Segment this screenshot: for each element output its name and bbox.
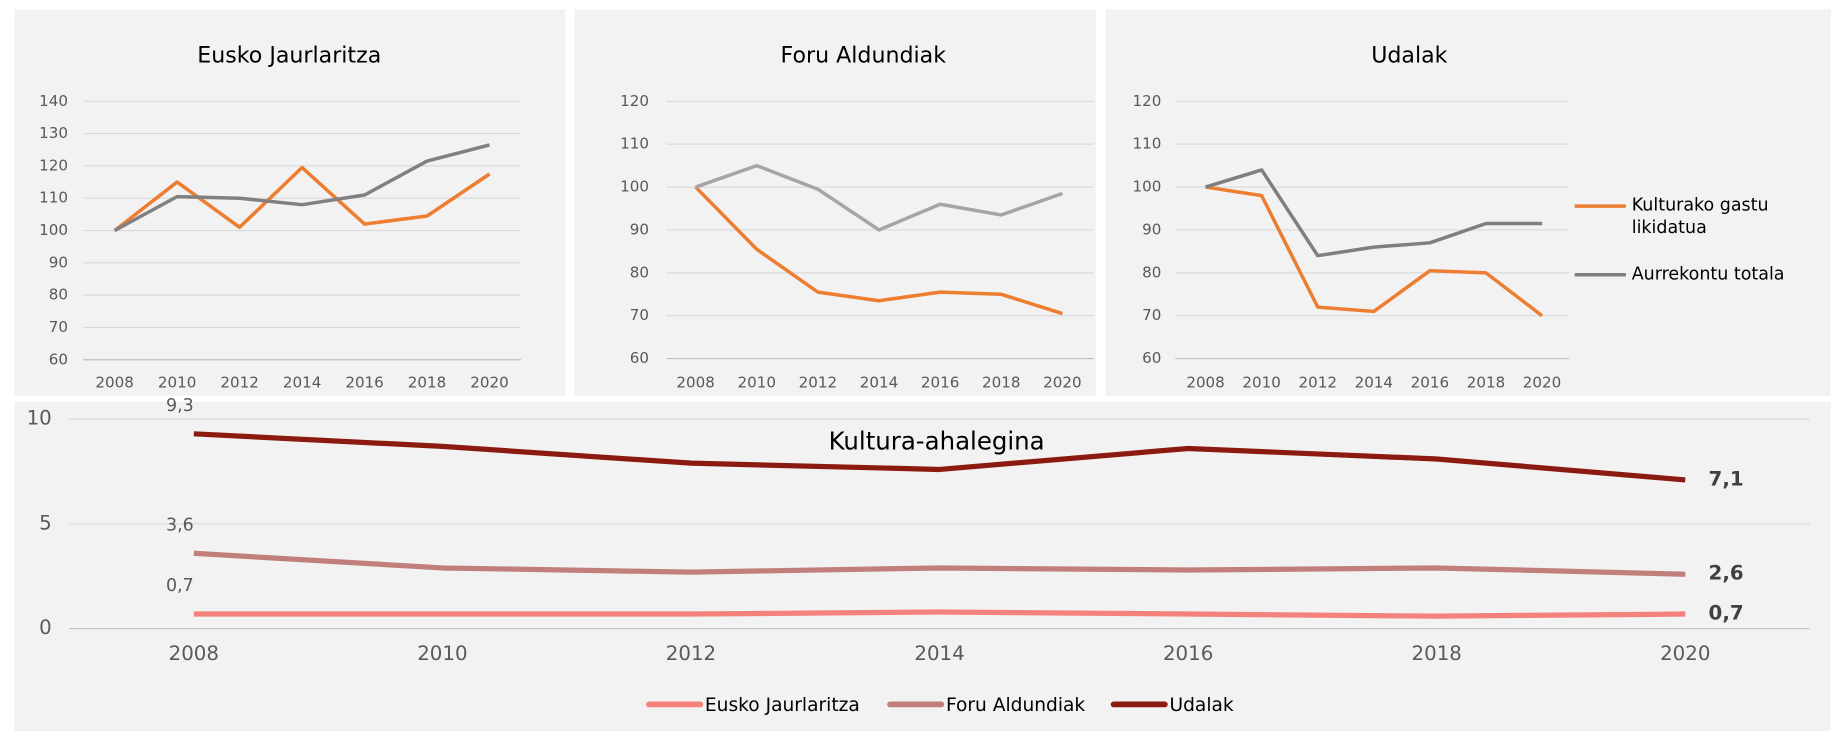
legend-label: Udalak xyxy=(1169,695,1233,716)
x-tick-label: 2010 xyxy=(1242,374,1281,392)
y-tick-label: 90 xyxy=(49,253,68,271)
y-tick-label: 80 xyxy=(630,263,649,281)
x-tick-label: 2016 xyxy=(1411,374,1449,392)
y-tick-label: 130 xyxy=(39,124,68,142)
x-tick-label: 2008 xyxy=(95,374,133,392)
data-label: 9,3 xyxy=(166,396,194,416)
y-tick-label: 110 xyxy=(39,189,68,207)
line-series xyxy=(193,609,1686,619)
x-tick-label: 2012 xyxy=(1298,374,1336,392)
legend-label: Aurrekontu totala xyxy=(1631,263,1785,285)
y-tick-label: 120 xyxy=(620,92,649,110)
x-tick-label: 2012 xyxy=(666,642,716,665)
x-tick-label: 2010 xyxy=(158,374,197,392)
x-tick-label: 2020 xyxy=(1660,642,1710,665)
y-tick-label: 0 xyxy=(39,616,52,639)
x-tick-label: 2016 xyxy=(345,374,384,392)
y-tick-label: 90 xyxy=(1142,220,1161,238)
x-tick-label: 2018 xyxy=(408,374,447,392)
legend-label: Foru Aldundiak xyxy=(946,695,1085,716)
x-tick-label: 2008 xyxy=(676,374,715,392)
x-tick-label: 2016 xyxy=(921,374,960,392)
x-tick-label: 2020 xyxy=(470,374,509,392)
y-tick-label: 5 xyxy=(39,511,52,534)
y-tick-label: 60 xyxy=(630,349,649,367)
chart-title: Foru Aldundiak xyxy=(781,42,947,68)
y-tick-label: 120 xyxy=(1132,92,1161,110)
chart-title: Eusko Jaurlaritza xyxy=(197,42,381,68)
x-tick-label: 2010 xyxy=(417,642,467,665)
x-tick-label: 2014 xyxy=(1355,374,1394,392)
y-tick-label: 80 xyxy=(49,286,68,304)
y-tick-label: 110 xyxy=(1132,135,1161,153)
line-series xyxy=(113,143,490,233)
y-tick-label: 140 xyxy=(39,92,68,110)
x-tick-label: 2014 xyxy=(914,642,964,665)
y-tick-label: 120 xyxy=(39,156,68,174)
chart-title: Udalak xyxy=(1371,42,1447,68)
y-tick-label: 10 xyxy=(27,407,52,430)
y-tick-label: 110 xyxy=(620,135,649,153)
chart-title: Kultura-ahalegina xyxy=(829,426,1045,455)
x-tick-label: 2018 xyxy=(1412,642,1462,665)
data-label: 0,7 xyxy=(1709,602,1744,625)
x-tick-label: 2018 xyxy=(982,374,1020,392)
line-series xyxy=(113,165,491,232)
y-tick-label: 100 xyxy=(1132,178,1161,196)
x-tick-label: 2008 xyxy=(1186,374,1225,392)
y-tick-label: 100 xyxy=(39,221,68,239)
legend-label: Eusko Jaurlaritza xyxy=(705,695,860,716)
y-tick-label: 70 xyxy=(49,318,68,336)
legend-entry: Aurrekontu totala xyxy=(1631,263,1785,285)
y-tick-label: 90 xyxy=(630,220,649,238)
data-label: 3,6 xyxy=(166,515,194,535)
y-tick-label: 60 xyxy=(49,350,68,368)
x-tick-label: 2014 xyxy=(283,374,322,392)
line-series xyxy=(1205,185,1544,318)
data-label: 0,7 xyxy=(166,576,194,596)
line-series xyxy=(694,185,1063,316)
x-tick-label: 2012 xyxy=(799,374,837,392)
y-tick-label: 100 xyxy=(620,178,649,196)
x-tick-label: 2016 xyxy=(1163,642,1213,665)
line-series xyxy=(1205,168,1543,258)
x-tick-label: 2018 xyxy=(1467,374,1506,392)
y-tick-label: 60 xyxy=(1142,349,1161,367)
line-series xyxy=(695,163,1063,232)
y-tick-label: 80 xyxy=(1142,263,1161,281)
x-tick-label: 2020 xyxy=(1523,374,1562,392)
x-tick-label: 2010 xyxy=(737,374,776,392)
legend-entry: Kulturako gastu likidatua xyxy=(1631,194,1769,238)
panel xyxy=(1105,9,1831,396)
y-tick-label: 70 xyxy=(630,306,649,324)
y-tick-label: 70 xyxy=(1142,306,1161,324)
x-tick-label: 2008 xyxy=(169,642,219,665)
legend-label: Kulturako gastu likidatua xyxy=(1631,194,1769,238)
data-label: 2,6 xyxy=(1709,562,1744,585)
line-series xyxy=(193,431,1686,483)
x-tick-label: 2020 xyxy=(1043,374,1082,392)
x-tick-label: 2014 xyxy=(860,374,899,392)
line-series xyxy=(193,550,1686,577)
x-tick-label: 2012 xyxy=(220,374,259,392)
data-label: 7,1 xyxy=(1709,467,1744,490)
